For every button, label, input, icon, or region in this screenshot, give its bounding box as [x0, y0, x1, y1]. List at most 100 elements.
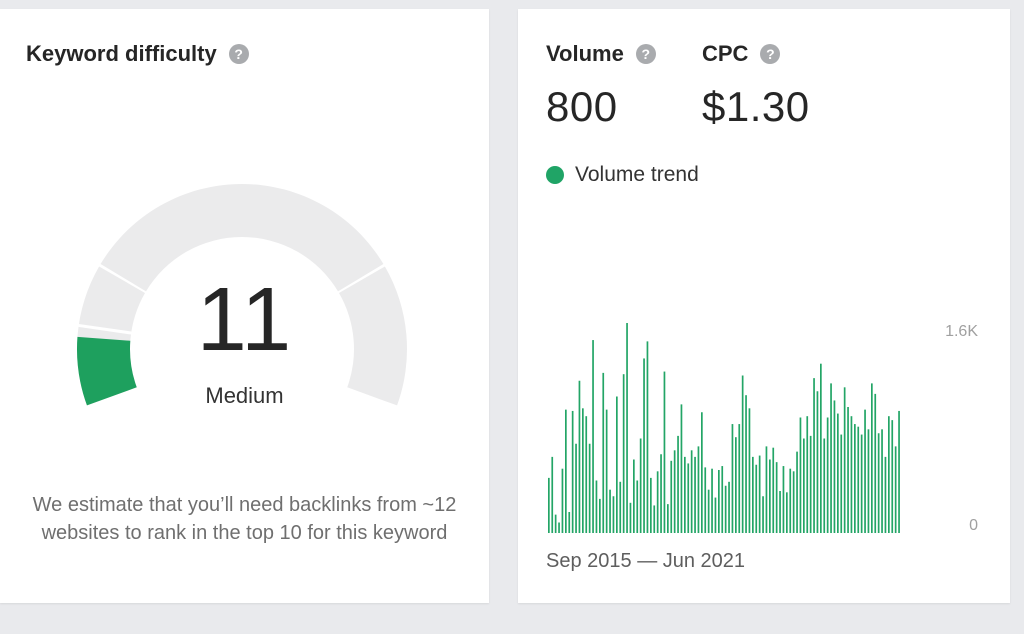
chart-bar: [775, 462, 778, 534]
chart-bar: [558, 522, 560, 533]
gauge-marker: [77, 323, 133, 335]
chart-bar: [619, 481, 622, 533]
cpc-value: $1.30: [702, 83, 810, 130]
chart-bar: [741, 375, 744, 533]
difficulty-level: Medium: [205, 383, 284, 408]
y-axis-tick-label: 1.6K: [945, 323, 978, 340]
chart-bar: [707, 489, 710, 533]
chart-bar: [643, 358, 645, 533]
chart-bar: [561, 468, 564, 533]
volume-trend-chart: 1.6K 0: [548, 323, 978, 534]
chart-bar: [891, 420, 894, 534]
chart-bar: [711, 468, 713, 533]
chart-bar: [792, 471, 795, 533]
help-icon[interactable]: ?: [635, 44, 656, 64]
chart-bar: [616, 396, 618, 533]
chart-bar: [660, 454, 662, 533]
help-icon[interactable]: ?: [228, 44, 249, 64]
chart-bar: [820, 363, 822, 533]
keyword-difficulty-header: Keyword difficulty ?: [26, 41, 249, 67]
chart-bar: [653, 505, 656, 533]
chart-bar: [571, 410, 574, 533]
chart-bar: [656, 471, 659, 533]
chart-bar: [782, 466, 785, 533]
chart-bar: [548, 477, 550, 534]
chart-bar: [575, 443, 577, 533]
cpc-label: CPC: [702, 41, 749, 66]
gauge-track-segment: [338, 266, 407, 406]
chart-bar: [646, 341, 649, 534]
chart-bar: [626, 323, 628, 533]
chart-bar: [830, 383, 832, 534]
cpc-metric: CPC ? $1.30: [702, 41, 810, 131]
chart-bar: [837, 413, 839, 533]
chart-bar: [758, 455, 761, 533]
chart-bar: [806, 416, 809, 533]
chart-bar: [738, 424, 741, 533]
gauge-track-segment: [100, 183, 384, 292]
chart-bar: [854, 424, 856, 533]
chart-bar: [690, 450, 693, 533]
chart-bar: [687, 463, 690, 533]
chart-bar: [745, 395, 747, 533]
chart-bar: [697, 446, 700, 534]
chart-bar: [867, 429, 870, 533]
chart-bar: [786, 492, 788, 533]
chart-bar: [650, 477, 652, 534]
chart-bar: [826, 417, 829, 533]
chart-bar: [813, 378, 815, 534]
help-icon[interactable]: ?: [760, 44, 781, 64]
chart-bar: [578, 380, 581, 533]
chart-bar: [789, 468, 792, 533]
chart-bar: [701, 412, 703, 533]
keyword-difficulty-card: Keyword difficulty ? 11 Medium We estima…: [0, 9, 489, 603]
chart-bar: [888, 416, 890, 533]
chart-bar: [843, 387, 846, 533]
chart-bar: [704, 467, 707, 534]
chart-bar: [840, 434, 843, 533]
volume-metric: Volume ? 800: [546, 41, 656, 131]
chart-bar: [860, 434, 863, 533]
chart-bar: [796, 451, 798, 534]
chart-legend: Volume trend: [546, 163, 699, 187]
chart-bar: [585, 416, 588, 533]
chart-bar: [636, 480, 639, 533]
chart-bar: [772, 447, 775, 533]
chart-bar: [731, 424, 734, 533]
chart-bar: [551, 456, 554, 534]
chart-bar: [881, 429, 883, 533]
y-axis-tick-label: 0: [969, 517, 978, 534]
chart-bar: [602, 372, 605, 534]
volume-card: Volume ? 800 CPC ? $1.30 Volume trend 1.…: [518, 9, 1010, 603]
chart-bar: [677, 435, 679, 534]
chart-bar: [884, 456, 887, 534]
chart-bar: [612, 496, 615, 533]
volume-label: Volume: [546, 41, 624, 66]
difficulty-description: We estimate that you’ll need backlinks f…: [32, 494, 457, 544]
chart-bar: [595, 480, 598, 533]
chart-bar: [599, 498, 601, 534]
chart-bar: [684, 456, 686, 534]
chart-bar: [803, 438, 805, 533]
chart-bar: [735, 437, 737, 533]
gauge-fill: [77, 336, 137, 406]
chart-bar: [847, 407, 849, 533]
chart-bar: [568, 512, 571, 533]
legend-dot-icon: [546, 166, 564, 184]
chart-bar: [663, 371, 666, 533]
chart-bar: [877, 433, 880, 533]
chart-bar: [898, 410, 900, 533]
chart-bar: [816, 391, 819, 533]
chart-bar: [779, 491, 781, 533]
chart-bar: [762, 496, 764, 533]
chart-bar: [680, 404, 683, 534]
date-range-label: Sep 2015 — Jun 2021: [546, 550, 746, 572]
chart-bar: [850, 416, 853, 533]
chart-bar: [629, 502, 632, 533]
chart-bar: [769, 459, 771, 533]
chart-bar: [714, 497, 717, 533]
volume-value: 800: [546, 83, 618, 130]
chart-bar: [809, 435, 812, 534]
legend-label: Volume trend: [575, 163, 699, 186]
chart-bar: [765, 446, 768, 534]
